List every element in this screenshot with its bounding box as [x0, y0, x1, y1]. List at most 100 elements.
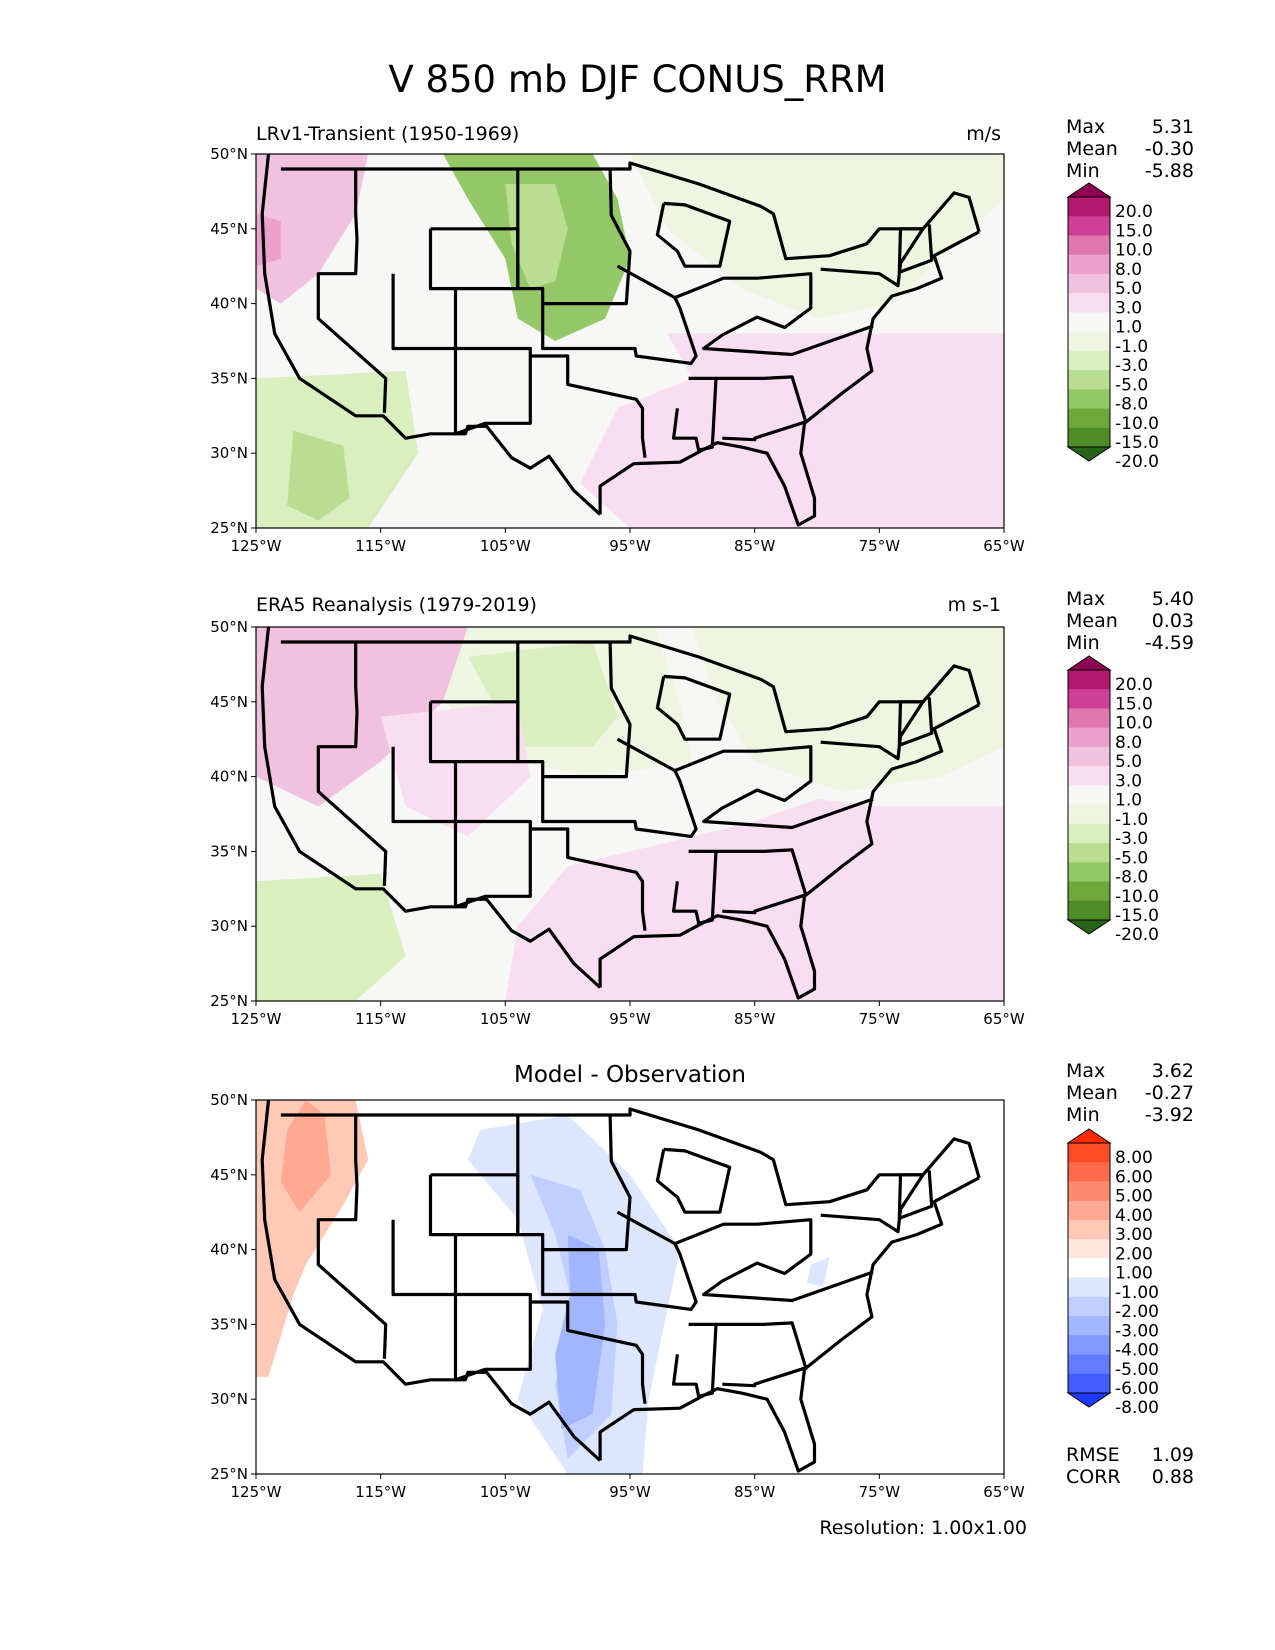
- state-lines-southeast: [716, 375, 808, 442]
- colorbar-label: -6.00: [1115, 1379, 1159, 1399]
- state-lines-ohio-valley: [674, 1218, 874, 1303]
- lat-tick-label: 30°N: [210, 917, 248, 935]
- state-lines-central: [541, 264, 698, 365]
- colorbar-label: 5.0: [1115, 752, 1142, 772]
- colorbar-band: [1068, 1296, 1110, 1317]
- state-lines-four-corners: [391, 746, 532, 909]
- colorbar-band: [1068, 689, 1110, 709]
- colorbar-extend-top: [1066, 182, 1112, 198]
- stat-label: Mean: [1066, 1082, 1118, 1104]
- pink-region-southeast: [505, 799, 1004, 1001]
- state-lines-northeast: [820, 697, 934, 761]
- lat-tick-label: 45°N: [210, 1166, 248, 1184]
- colorbar-band: [1068, 235, 1110, 256]
- colorbar-frame: [1067, 196, 1111, 448]
- lat-tick-label: 35°N: [210, 842, 248, 860]
- state-lines-central: [541, 1210, 698, 1312]
- colorbar-band: [1068, 408, 1110, 429]
- colorbar-label: -8.00: [1115, 1398, 1159, 1418]
- colorbar-label: -2.00: [1115, 1302, 1159, 1322]
- lon-tick-label: 95°W: [609, 1010, 651, 1028]
- panel-2-stats: Max 5.40 Mean 0.03 Min -4.59: [1066, 588, 1194, 654]
- colorbar-band: [1068, 273, 1110, 294]
- colorbar-observation: 20.015.010.08.05.03.01.0-1.0-3.0-5.0-8.0…: [1066, 655, 1159, 945]
- lon-tick-label: 65°W: [983, 1010, 1025, 1028]
- lon-tick-label: 125°W: [231, 537, 282, 555]
- blue-region-ohio: [807, 1257, 830, 1287]
- colorbar-label: -3.0: [1115, 356, 1148, 376]
- colorbar-label: 8.0: [1115, 733, 1142, 753]
- state-lines-ohio-valley: [674, 272, 874, 357]
- lon-tick-label: 85°W: [734, 537, 776, 555]
- stat-value: 5.31: [1151, 116, 1194, 138]
- stat-value: -0.30: [1144, 138, 1194, 160]
- state-lines-west: [316, 642, 388, 886]
- lon-tick-label: 125°W: [231, 1010, 282, 1028]
- stat-label: Min: [1066, 632, 1100, 654]
- colorbar-band: [1068, 1239, 1110, 1259]
- colorbar-label: 10.0: [1115, 714, 1153, 734]
- colorbar-label: -8.0: [1115, 868, 1148, 888]
- state-lines-four-corners: [391, 273, 532, 436]
- colorbar-band: [1068, 1181, 1110, 1202]
- canada-border-outline: [280, 634, 981, 734]
- colorbar-band: [1068, 1162, 1110, 1182]
- colorbar-label: 6.00: [1115, 1167, 1153, 1187]
- colorbar-band: [1068, 1354, 1110, 1375]
- green-region-great-lakes: [630, 154, 1004, 319]
- colorbar-label: -1.00: [1115, 1283, 1159, 1303]
- stat-value: 0.03: [1151, 610, 1194, 632]
- colorbar-label: -10.0: [1115, 414, 1159, 434]
- colorbar-model: 20.015.010.08.05.03.01.0-1.0-3.0-5.0-8.0…: [1066, 182, 1159, 472]
- panel-1-units: m/s: [966, 123, 1001, 145]
- metric-value: 1.09: [1151, 1444, 1194, 1466]
- colorbar-label: -1.0: [1115, 810, 1148, 830]
- west-coast-outline: [260, 154, 602, 516]
- colorbar-band: [1068, 254, 1110, 275]
- colorbar-extend-bottom: [1066, 919, 1112, 935]
- state-lines-south: [530, 1300, 647, 1404]
- colorbar-band: [1068, 881, 1110, 902]
- lat-tick-label: 30°N: [210, 444, 248, 462]
- colorbar-label: 8.0: [1115, 260, 1142, 280]
- colorbar-band: [1068, 389, 1110, 410]
- colorbar-extend-top: [1066, 655, 1112, 671]
- colorbar-label: 1.0: [1115, 791, 1142, 811]
- west-coast-outline: [260, 627, 602, 989]
- lat-tick-label: 50°N: [210, 145, 248, 163]
- colorbar-label: -4.00: [1115, 1341, 1159, 1361]
- lon-tick-label: 85°W: [734, 1010, 776, 1028]
- map-area-observation: [256, 627, 1004, 1001]
- colorbar-label: -5.0: [1115, 848, 1148, 868]
- gulf-coast-outline: [598, 703, 980, 1000]
- lat-tick-label: 25°N: [210, 992, 248, 1010]
- canada-border-outline: [280, 1107, 981, 1207]
- stat-label: Max: [1066, 588, 1106, 610]
- metric-label: RMSE: [1066, 1444, 1120, 1466]
- colorbar-band: [1068, 708, 1110, 729]
- colorbar-label: -3.0: [1115, 829, 1148, 849]
- map-area-difference: [256, 1100, 1004, 1474]
- colorbar-band: [1068, 1316, 1110, 1336]
- colorbar-band: [1068, 1277, 1110, 1298]
- colorbar-band: [1068, 293, 1110, 313]
- lat-tick-label: 50°N: [210, 1091, 248, 1109]
- state-lines-southeast: [716, 1321, 808, 1388]
- lat-tick-label: 40°N: [210, 768, 248, 786]
- lat-tick-label: 30°N: [210, 1390, 248, 1408]
- stat-value: -5.88: [1144, 160, 1194, 182]
- lat-tick-label: 35°N: [210, 1315, 248, 1333]
- panel-1-title: LRv1-Transient (1950-1969): [256, 123, 520, 145]
- colorbar-label: 5.00: [1115, 1187, 1153, 1207]
- stat-label: Min: [1066, 1104, 1100, 1126]
- colorbar-label: 15.0: [1115, 694, 1153, 714]
- colorbar-label: 2.00: [1115, 1244, 1153, 1264]
- green-region-dakotas: [505, 183, 568, 289]
- colorbar-band: [1068, 804, 1110, 825]
- state-lines-northeast: [820, 1170, 934, 1234]
- stat-label: Mean: [1066, 138, 1118, 160]
- colorbar-label: -8.0: [1115, 395, 1148, 415]
- panel-2-title: ERA5 Reanalysis (1979-2019): [256, 594, 537, 616]
- lon-tick-label: 65°W: [983, 1483, 1025, 1501]
